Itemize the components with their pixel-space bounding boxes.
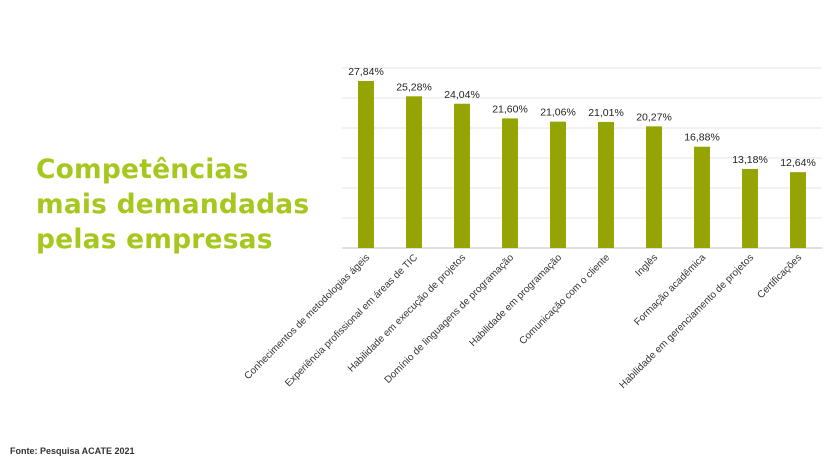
- bar: [598, 121, 614, 248]
- bar: [742, 168, 758, 248]
- category-label: Certificações: [755, 252, 804, 301]
- category-label: Habilidade em programação: [468, 252, 565, 349]
- data-label: 16,88%: [684, 132, 720, 144]
- bar: [646, 126, 662, 248]
- data-label: 21,06%: [540, 107, 576, 119]
- category-label: Inglês: [633, 252, 660, 279]
- data-label: 13,18%: [732, 154, 768, 166]
- source-note: Fonte: Pesquisa ACATE 2021: [10, 446, 135, 456]
- chart-title: Competências mais demandadas pelas empre…: [36, 152, 336, 257]
- bar: [358, 80, 374, 249]
- data-label: 20,27%: [636, 111, 672, 123]
- bar: [550, 121, 566, 248]
- data-label: 27,84%: [348, 66, 384, 78]
- bar: [454, 103, 470, 248]
- data-label: 12,64%: [780, 157, 816, 169]
- data-label: 21,01%: [588, 107, 624, 119]
- title-line-2: mais demandadas: [36, 189, 310, 220]
- title-line-1: Competências: [36, 154, 249, 185]
- bar: [790, 172, 806, 248]
- data-label: 21,60%: [492, 103, 528, 115]
- title-line-3: pelas empresas: [36, 224, 273, 255]
- category-label: Comunicação com o cliente: [517, 252, 612, 347]
- bar: [406, 96, 422, 248]
- data-label: 24,04%: [444, 89, 480, 101]
- bar: [694, 146, 710, 248]
- bar: [502, 118, 518, 249]
- data-label: 25,28%: [396, 81, 432, 93]
